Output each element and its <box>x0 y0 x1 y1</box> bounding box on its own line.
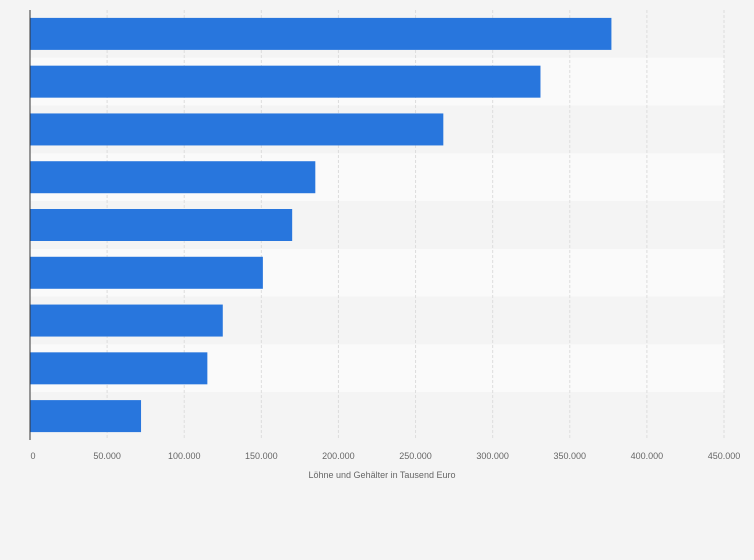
x-tick-label: 450.000 <box>708 451 741 461</box>
bars <box>30 17 612 433</box>
x-tick-labels: 0 50.000 100.000 150.000 200.000 250.000 300.0… <box>30 451 740 461</box>
x-tick-label: 350.000 <box>554 451 587 461</box>
x-axis-title: Löhne und Gehälter in Tausend Euro <box>309 470 456 480</box>
x-tick-label: 400.000 <box>631 451 664 461</box>
bar <box>30 256 263 289</box>
x-tick-label: 200.000 <box>322 451 355 461</box>
row-band <box>30 392 724 440</box>
bar <box>30 400 142 433</box>
bar <box>30 161 316 194</box>
x-tick-label: 300.000 <box>476 451 509 461</box>
x-tick-label: 100.000 <box>168 451 201 461</box>
x-tick-label: 150.000 <box>245 451 278 461</box>
bar <box>30 113 444 146</box>
bar <box>30 304 223 337</box>
bar <box>30 17 612 50</box>
bar <box>30 65 541 98</box>
x-tick-label: 0 <box>30 451 35 461</box>
x-tick-label: 250.000 <box>399 451 432 461</box>
x-tick-label: 50.000 <box>93 451 121 461</box>
bar <box>30 209 293 241</box>
bar <box>30 352 208 385</box>
